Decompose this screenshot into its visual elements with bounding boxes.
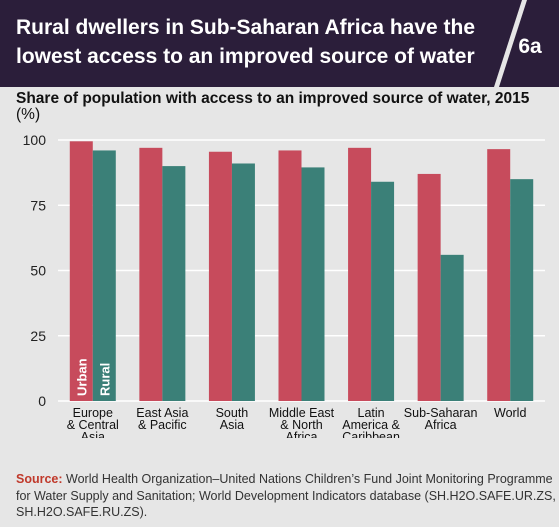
title-line-1: Rural dwellers in Sub-Saharan Africa hav… [16, 16, 476, 39]
category-label: World [494, 406, 526, 420]
bar-rural [231, 163, 255, 401]
y-tick-label: 75 [30, 197, 46, 213]
chart-subtitle: Share of population with access to an im… [16, 91, 556, 123]
chart-title: Rural dwellers in Sub-Saharan Africa hav… [16, 13, 496, 71]
bar-urban [278, 150, 302, 401]
category-label: Sub-Saharan [404, 406, 478, 420]
figure-number-badge: 6a [518, 35, 542, 58]
bar-rural [440, 254, 464, 401]
y-tick-label: 0 [38, 393, 46, 409]
title-banner [0, 0, 522, 87]
subtitle-text: Share of population with access to an im… [16, 90, 530, 107]
source-note: Source: World Health Organization–United… [16, 471, 556, 521]
series-label-urban: Urban [74, 358, 89, 396]
category-label: Caribbean [342, 430, 400, 438]
category-label: America & [342, 418, 400, 432]
source-label: Source: [16, 472, 63, 486]
chart-header: Rural dwellers in Sub-Saharan Africa hav… [0, 0, 559, 87]
subtitle-unit: (%) [16, 106, 41, 123]
bar-urban [139, 147, 163, 401]
category-label: & Central [67, 418, 119, 432]
category-label: Middle East [269, 406, 335, 420]
category-label: Latin [358, 406, 385, 420]
series-label-rural: Rural [97, 363, 112, 396]
bar-rural [510, 179, 534, 401]
category-label: Africa [425, 418, 457, 432]
bar-rural [301, 167, 325, 401]
category-label: East Asia [136, 406, 188, 420]
category-label: Africa [286, 430, 318, 438]
category-label: Asia [220, 418, 244, 432]
y-tick-label: 50 [30, 263, 46, 279]
category-label: Europe [73, 406, 113, 420]
category-label: South [216, 406, 249, 420]
source-text: World Health Organization–United Nations… [16, 472, 556, 519]
header-banner [0, 0, 559, 87]
category-label: Asia [81, 430, 105, 438]
bar-rural [371, 181, 395, 401]
bar-rural [92, 150, 116, 401]
bar-urban [69, 141, 93, 401]
bar-rural [162, 166, 186, 401]
y-tick-label: 100 [23, 132, 47, 148]
y-tick-label: 25 [30, 328, 46, 344]
category-label: & North [280, 418, 322, 432]
title-line-2: lowest access to an improved source of w… [16, 45, 475, 68]
bar-urban [348, 147, 372, 401]
bar-urban [417, 173, 441, 401]
bar-urban [208, 151, 232, 401]
badge-banner [499, 0, 559, 87]
category-label: & Pacific [138, 418, 187, 432]
bar-urban [487, 149, 511, 401]
